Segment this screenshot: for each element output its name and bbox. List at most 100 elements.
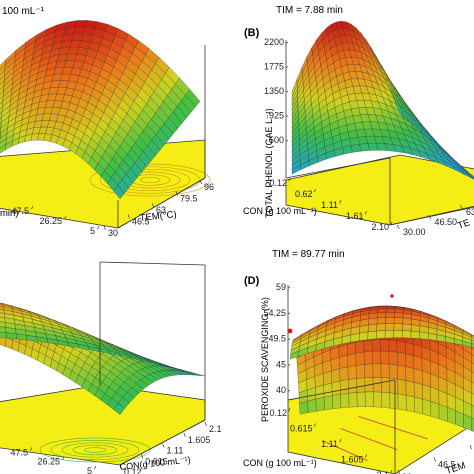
surface-cell xyxy=(430,401,440,420)
tick-label: 26.25 xyxy=(39,216,62,226)
tick-mark xyxy=(183,432,186,437)
tick-mark xyxy=(390,469,393,474)
surface-cell xyxy=(185,89,201,108)
contour-line xyxy=(72,444,118,456)
tick-mark xyxy=(364,454,367,458)
surface-cell xyxy=(385,317,395,324)
surface-cell xyxy=(368,317,378,326)
surface-cell xyxy=(388,351,398,366)
surface-cell xyxy=(393,330,403,338)
tick-label: 45 xyxy=(276,359,286,369)
tick-label: 0.12 xyxy=(124,467,142,474)
tick-mark xyxy=(151,202,154,208)
surface-cell xyxy=(363,339,373,353)
contour-line xyxy=(322,440,368,461)
axis-line xyxy=(285,157,391,179)
surface-cell xyxy=(355,364,365,379)
tick-mark xyxy=(390,221,393,226)
surface-cell xyxy=(422,384,431,402)
tick-mark xyxy=(396,224,400,230)
tick-mark xyxy=(94,465,97,470)
surface-cell xyxy=(372,377,382,393)
surface-cell xyxy=(471,381,474,395)
surface-cell xyxy=(347,352,357,368)
tick-mark xyxy=(97,225,100,230)
tick-mark xyxy=(62,456,65,461)
surface-cell xyxy=(397,378,407,396)
surface-cell xyxy=(377,308,387,314)
contour-line xyxy=(358,415,428,440)
tick-label: 30.00 xyxy=(403,227,426,237)
surface-cell xyxy=(339,366,349,382)
tick-label: 59 xyxy=(276,282,286,292)
surface-cell xyxy=(373,391,382,408)
surface-cell xyxy=(356,391,366,407)
tick-mark xyxy=(140,454,144,459)
surface-cell xyxy=(468,174,474,180)
floor-plane xyxy=(285,154,474,226)
surface-cell xyxy=(471,392,474,407)
tick-mark xyxy=(288,389,291,392)
tick-mark xyxy=(288,407,291,412)
design-point xyxy=(287,328,293,334)
tick-mark xyxy=(30,447,33,451)
tick-label: 0.615 xyxy=(290,424,313,434)
surface-cell xyxy=(323,395,333,411)
surface-cell xyxy=(371,339,381,352)
tick-mark xyxy=(127,214,130,219)
tick-label: 5 xyxy=(90,226,95,236)
tick-label: 63 xyxy=(156,205,166,215)
tick-mark xyxy=(469,444,472,450)
panel-a-x-label: TEM(°C) xyxy=(139,209,177,224)
tick-mark xyxy=(286,139,289,142)
surface-cell xyxy=(410,324,421,333)
panel-d-header: TIM = 89.77 min xyxy=(272,249,345,260)
tick-mark xyxy=(313,423,316,427)
tick-label: 1.605 xyxy=(188,435,211,445)
tick-label: 1.11 xyxy=(321,439,338,449)
tick-mark xyxy=(119,464,122,470)
surface-cell xyxy=(376,323,386,332)
tick-mark xyxy=(288,177,291,182)
surface-cell xyxy=(355,351,365,366)
surface-cell xyxy=(381,391,391,409)
tick-mark xyxy=(162,443,165,448)
surface-cell xyxy=(315,396,325,412)
surface-cell xyxy=(422,398,432,417)
tick-label: 63.0 xyxy=(466,207,474,217)
surface-cell xyxy=(405,353,415,369)
panel-b-surface xyxy=(291,20,474,180)
surface-cell xyxy=(402,323,412,332)
tick-label: 1.11 xyxy=(167,446,184,456)
panel-a-surface xyxy=(0,20,201,200)
surface-cell xyxy=(385,323,395,331)
surface-cell xyxy=(385,308,396,313)
panel-b: 2200 1775 1350 925 500 0.12 0.62 1.11 1.61 2.10 30… xyxy=(243,5,474,237)
contour-line xyxy=(61,442,129,458)
surface-cell xyxy=(402,317,412,325)
surface-cell xyxy=(364,391,374,407)
tick-mark xyxy=(64,215,67,220)
panel-b-header: TIM = 7.88 min xyxy=(276,5,343,16)
tick-mark xyxy=(428,214,432,220)
tick-mark xyxy=(286,41,289,44)
surface-cell xyxy=(471,354,474,365)
surface-cell xyxy=(381,377,390,393)
surface-cell xyxy=(372,363,382,378)
surface-cell xyxy=(372,350,382,364)
axis-line xyxy=(389,206,474,226)
surface-cell xyxy=(331,380,341,396)
surface-cell xyxy=(355,340,365,354)
surface-cell xyxy=(307,398,317,413)
surface-cell xyxy=(348,378,358,394)
surface-cell xyxy=(323,382,333,398)
tick-mark xyxy=(204,421,207,427)
panel-c-surface xyxy=(0,302,206,415)
surface-cell xyxy=(380,363,390,379)
panel-b-y-label: CON (g 100 mL⁻¹) xyxy=(243,206,317,216)
surface-cell xyxy=(358,331,369,342)
